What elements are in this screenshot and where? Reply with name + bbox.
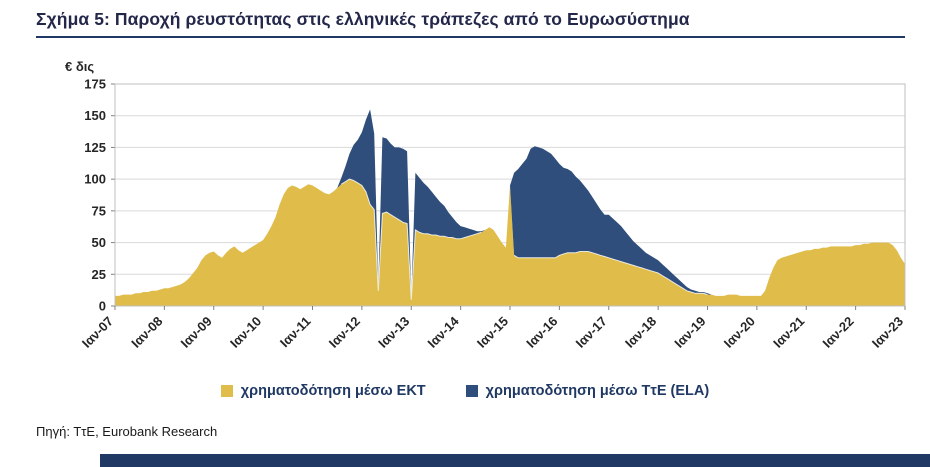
svg-text:Ιαν-18: Ιαν-18 — [622, 314, 659, 351]
svg-text:125: 125 — [84, 140, 106, 155]
liquidity-stacked-area-chart: 0 25 50 75 100 125 150 175 Ιαν-07 Ιαν-08 Ιαν-09 Ιαν… — [65, 59, 906, 351]
svg-text:Ιαν-21: Ιαν-21 — [770, 314, 807, 351]
svg-text:Ιαν-19: Ιαν-19 — [671, 314, 708, 351]
figure-title: Σχήμα 5: Παροχή ρευστότητας στις ελληνικ… — [36, 9, 690, 29]
ecb-legend-swatch-icon — [220, 385, 233, 397]
svg-text:Ιαν-14: Ιαν-14 — [425, 313, 463, 351]
liquidity-chart-area: 0 25 50 75 100 125 150 175 Ιαν-07 Ιαν-08 Ιαν-09 Ιαν… — [30, 54, 910, 386]
svg-text:75: 75 — [92, 203, 106, 218]
svg-text:Ιαν-15: Ιαν-15 — [474, 314, 511, 351]
svg-text:Ιαν-07: Ιαν-07 — [79, 314, 116, 351]
svg-text:Ιαν-17: Ιαν-17 — [573, 314, 610, 351]
source-note: Πηγή: ΤτΕ, Eurobank Research — [36, 424, 218, 439]
legend-label-ecb: χρηματοδότηση μέσω ΕΚΤ — [240, 383, 426, 399]
title-underline — [36, 36, 905, 38]
svg-text:Ιαν-09: Ιαν-09 — [178, 314, 215, 351]
svg-text:0: 0 — [99, 299, 106, 314]
svg-text:Ιαν-22: Ιαν-22 — [820, 314, 857, 351]
svg-text:Ιαν-13: Ιαν-13 — [375, 314, 412, 351]
legend-item-ela: χρηματοδότηση μέσω ΤτΕ (ELA) — [465, 383, 710, 399]
svg-text:Ιαν-20: Ιαν-20 — [721, 314, 758, 351]
footer-accent-bar — [100, 454, 930, 467]
svg-text:Ιαν-16: Ιαν-16 — [523, 314, 560, 351]
svg-text:Ιαν-11: Ιαν-11 — [277, 314, 314, 351]
svg-text:25: 25 — [92, 267, 106, 282]
svg-text:Ιαν-12: Ιαν-12 — [326, 314, 363, 351]
svg-text:Ιαν-23: Ιαν-23 — [869, 314, 906, 351]
svg-text:150: 150 — [84, 108, 106, 123]
svg-text:50: 50 — [92, 235, 106, 250]
chart-legend: χρηματοδότηση μέσω ΕΚΤ χρηματοδότηση μέσ… — [0, 383, 930, 399]
svg-text:Ιαν-10: Ιαν-10 — [227, 314, 264, 351]
legend-item-ecb: χρηματοδότηση μέσω ΕΚΤ — [220, 383, 426, 399]
legend-label-ela: χρηματοδότηση μέσω ΤτΕ (ELA) — [485, 383, 710, 399]
svg-text:€ δις: € δις — [65, 59, 94, 74]
svg-text:Ιαν-08: Ιαν-08 — [128, 314, 165, 351]
ela-legend-swatch-icon — [465, 385, 478, 397]
svg-text:175: 175 — [84, 77, 106, 92]
svg-text:100: 100 — [84, 172, 106, 187]
